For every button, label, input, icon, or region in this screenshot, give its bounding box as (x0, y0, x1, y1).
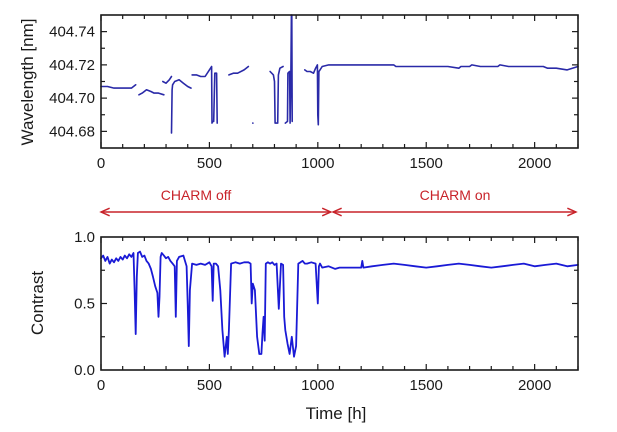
wavelength-series-segment-4 (170, 79, 192, 134)
wavelength-series-segment-9 (284, 14, 294, 124)
wavelength-series-segment-6 (228, 65, 250, 76)
wavelength-x-tick-label: 500 (197, 155, 222, 172)
wavelength-series-segment-10 (303, 64, 579, 126)
contrast-x-tick-label: 1500 (410, 377, 443, 394)
wavelength-series-group (100, 14, 579, 134)
wavelength-series-segment-1 (100, 84, 137, 89)
wavelength-series-segment-8 (269, 65, 284, 124)
wavelength-axes-frame (100, 14, 579, 149)
wavelength-series-segment-2 (138, 89, 165, 96)
contrast-y-tick-label: 0.5 (74, 296, 95, 313)
wavelength-y-axis-label: Wavelength [nm] (18, 19, 37, 146)
time-x-axis-label: Time [h] (306, 404, 367, 423)
wavelength-y-tick-label: 404.74 (49, 24, 95, 41)
wavelength-series-segment-5 (191, 65, 218, 124)
wavelength-x-tick-label: 2000 (518, 155, 551, 172)
charm-annotations: CHARM off CHARM on (99, 187, 578, 217)
contrast-y-tick-label: 1.0 (74, 229, 95, 246)
wavelength-x-tick-label: 0 (97, 155, 105, 172)
wavelength-series-segment-3 (162, 75, 173, 84)
wavelength-y-tick-label: 404.68 (49, 123, 95, 140)
charm-off-label: CHARM off (161, 187, 232, 203)
contrast-axes-frame (100, 236, 579, 371)
wavelength-y-tick-label: 404.72 (49, 57, 95, 74)
wavelength-y-ticks: 404.68 404.70 404.72 404.74 (49, 24, 578, 140)
contrast-y-tick-label: 0.0 (74, 362, 95, 379)
contrast-x-tick-label: 2000 (518, 377, 551, 394)
contrast-y-ticks: 0.0 0.5 1.0 (74, 229, 578, 379)
wavelength-panel: 0 500 1000 1500 2000 404.68 404.70 404.72 404.7… (18, 14, 579, 172)
contrast-series-group (100, 250, 579, 358)
contrast-series-contrast (100, 250, 579, 358)
wavelength-x-tick-label: 1500 (410, 155, 443, 172)
contrast-x-ticks: 0 500 1000 1500 2000 (97, 237, 579, 394)
wavelength-x-ticks: 0 500 1000 1500 2000 (97, 15, 579, 172)
contrast-panel: 0 500 1000 1500 2000 0.0 0.5 1.0 Contrast Time… (28, 229, 579, 423)
wavelength-y-tick-label: 404.70 (49, 90, 95, 107)
contrast-x-tick-label: 1000 (301, 377, 334, 394)
contrast-x-tick-label: 500 (197, 377, 222, 394)
contrast-x-tick-label: 0 (97, 377, 105, 394)
wavelength-x-tick-label: 1000 (301, 155, 334, 172)
contrast-y-axis-label: Contrast (28, 271, 47, 336)
charm-on-label: CHARM on (420, 187, 491, 203)
